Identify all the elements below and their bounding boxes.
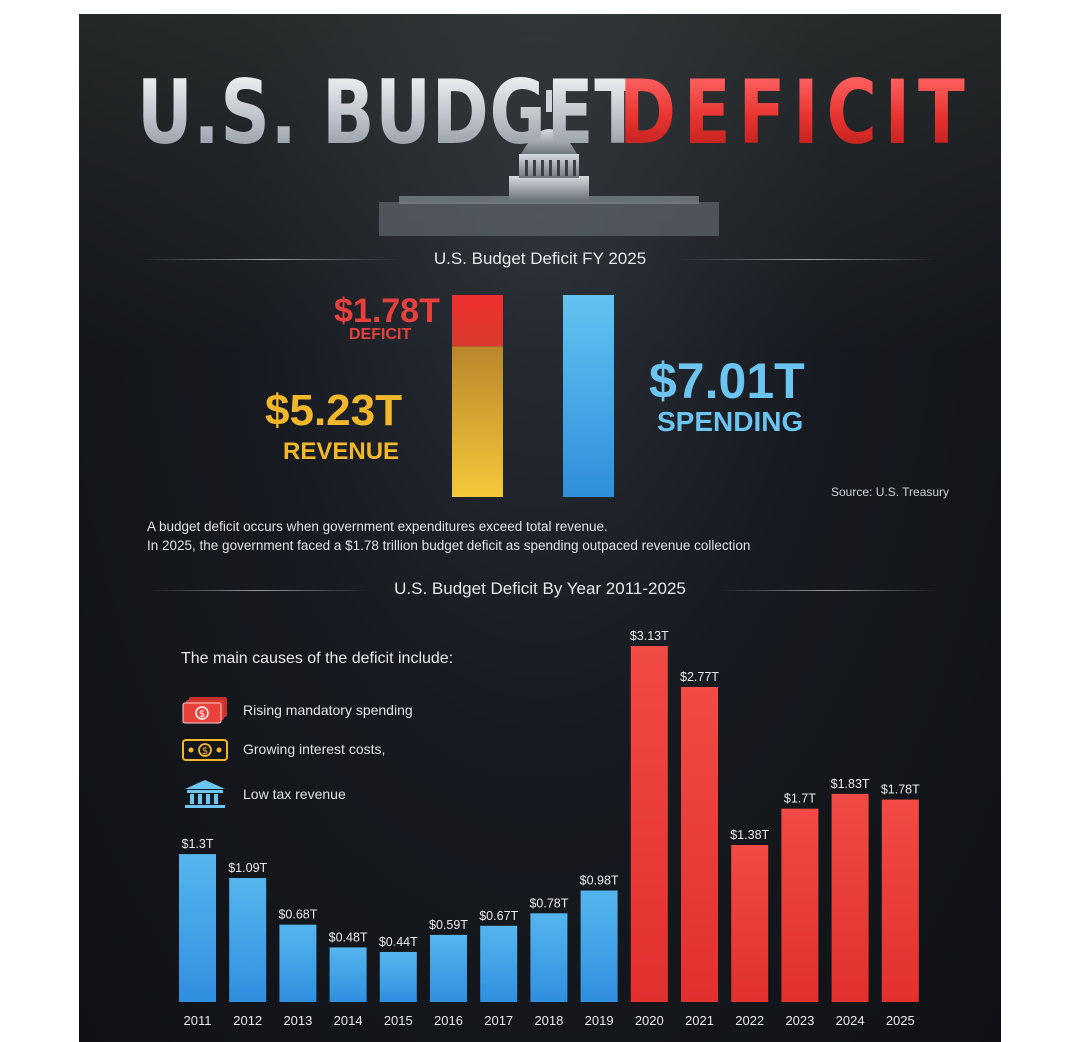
- description-line-2: In 2025, the government faced a $1.78 tr…: [147, 538, 751, 553]
- revenue-bar: [452, 346, 503, 497]
- yearly-bar-group: $1.3T 2011 $1.09T 2012 $0.68T 2013 $0.48T 2014 $…: [179, 629, 920, 1028]
- title-us-budget: U.S. BUDGET: [137, 61, 642, 164]
- cause-item-mandatory-spending: $ Rising mandatory spending: [181, 695, 413, 725]
- causes-title: The main causes of the deficit include:: [181, 650, 454, 667]
- x-tick-2021: 2021: [685, 1013, 714, 1028]
- background-texture: [79, 14, 1001, 574]
- description: A budget deficit occurs when government …: [147, 517, 750, 555]
- x-tick-2016: 2016: [434, 1013, 463, 1028]
- value-label-2012: $1.09T: [228, 861, 267, 875]
- bar-2014: [329, 947, 367, 1002]
- spending-label: SPENDING: [657, 406, 804, 437]
- spending-amount: $7.01T: [649, 353, 805, 409]
- cause-label: Low tax revenue: [243, 786, 346, 802]
- bar-2015: [379, 951, 417, 1002]
- cash-stack-icon: $: [181, 695, 231, 725]
- bar-2020: [630, 646, 668, 1002]
- svg-text:$: $: [202, 746, 208, 757]
- svg-text:$: $: [199, 709, 205, 720]
- bank-building-icon: [181, 779, 231, 809]
- spending-bar: [563, 295, 614, 497]
- value-label-2015: $0.44T: [379, 935, 418, 949]
- deficit-label: DEFICIT: [349, 326, 412, 343]
- value-label-2018: $0.78T: [529, 896, 568, 910]
- description-line-1: A budget deficit occurs when government …: [147, 519, 608, 534]
- x-tick-2013: 2013: [283, 1013, 312, 1028]
- bar-2012: [229, 878, 267, 1002]
- bar-2018: [530, 913, 568, 1002]
- value-label-2020: $3.13T: [630, 629, 669, 643]
- revenue-label: REVENUE: [283, 438, 400, 465]
- cause-label: Growing interest costs,: [243, 741, 386, 757]
- value-label-2023: $1.7T: [784, 792, 816, 806]
- x-tick-2017: 2017: [484, 1013, 513, 1028]
- bar-2017: [480, 925, 518, 1002]
- x-tick-2022: 2022: [735, 1013, 764, 1028]
- x-tick-2014: 2014: [334, 1013, 363, 1028]
- bar-2013: [279, 924, 317, 1002]
- bar-2022: [731, 845, 769, 1002]
- value-label-2014: $0.48T: [329, 930, 368, 944]
- x-tick-2024: 2024: [836, 1013, 865, 1028]
- value-label-2013: $0.68T: [278, 908, 317, 922]
- x-tick-2020: 2020: [635, 1013, 664, 1028]
- fy-section-title: U.S. Budget Deficit FY 2025: [433, 249, 647, 268]
- section-rule-right: [679, 259, 939, 260]
- x-tick-2023: 2023: [785, 1013, 814, 1028]
- x-tick-2025: 2025: [886, 1013, 915, 1028]
- value-label-2011: $1.3T: [182, 837, 214, 851]
- deficit-amount: $1.78T: [334, 292, 440, 330]
- value-label-2017: $0.67T: [479, 909, 518, 923]
- bar-2023: [781, 808, 819, 1002]
- infographic-poster: U.S. BUDGET DEFICIT U.S. Budget Deficit …: [79, 14, 1001, 1042]
- cause-label: Rising mandatory spending: [243, 702, 413, 718]
- value-label-2019: $0.98T: [580, 874, 619, 888]
- revenue-amount: $5.23T: [265, 386, 402, 435]
- bar-2025: [881, 799, 919, 1002]
- section-rule-left: [139, 259, 399, 260]
- value-label-2024: $1.83T: [831, 777, 870, 791]
- value-label-2022: $1.38T: [730, 828, 769, 842]
- x-tick-2018: 2018: [534, 1013, 563, 1028]
- bar-2011: [179, 854, 216, 1002]
- capitol-building-icon: [379, 90, 719, 236]
- deficit-bar: [452, 295, 503, 347]
- yearly-section-title: U.S. Budget Deficit By Year 2011-2025: [394, 579, 686, 598]
- cause-item-low-tax-revenue: Low tax revenue: [181, 779, 346, 809]
- bar-2019: [580, 890, 618, 1002]
- bar-2024: [831, 793, 869, 1002]
- x-tick-2019: 2019: [585, 1013, 614, 1028]
- value-label-2021: $2.77T: [680, 670, 719, 684]
- fy-bar-group: [452, 295, 614, 497]
- dollar-bill-icon: $: [181, 734, 231, 764]
- x-tick-2015: 2015: [384, 1013, 413, 1028]
- bar-2016: [430, 934, 467, 1002]
- value-label-2025: $1.78T: [881, 783, 920, 797]
- cause-item-interest-costs: $ Growing interest costs,: [181, 734, 385, 764]
- title-deficit: DEFICIT: [619, 61, 973, 164]
- yearly-rule-left: [149, 590, 369, 591]
- value-label-2016: $0.59T: [429, 918, 468, 932]
- charts-canvas: $1.3T 2011 $1.09T 2012 $0.68T 2013 $0.48T 2014 $…: [179, 295, 920, 1028]
- yearly-rule-right: [719, 590, 939, 591]
- source-note: Source: U.S. Treasury: [831, 485, 950, 499]
- bar-2021: [681, 686, 718, 1002]
- x-tick-2011: 2011: [184, 1013, 212, 1028]
- x-tick-2012: 2012: [233, 1013, 262, 1028]
